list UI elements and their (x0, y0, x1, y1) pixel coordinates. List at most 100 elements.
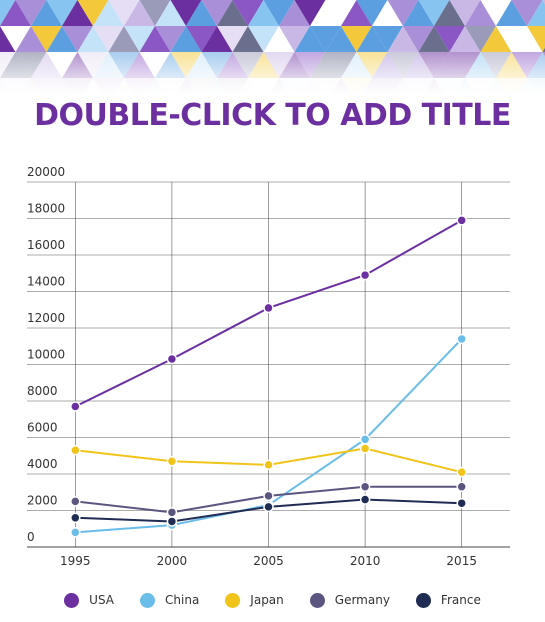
x-tick-label: 2000 (157, 554, 188, 568)
legend-label: China (165, 593, 200, 607)
banner-triangle (139, 26, 171, 52)
banner-triangle (186, 26, 217, 52)
series-japan (70, 443, 467, 478)
banner-triangle (46, 0, 78, 26)
legend-swatch (64, 592, 80, 608)
banner-triangle (372, 26, 403, 52)
legend-label: Japan (250, 593, 284, 607)
banner-triangle (496, 26, 527, 52)
data-point (166, 507, 178, 518)
banner-triangle (511, 26, 543, 52)
banner-triangle (496, 0, 527, 26)
banner-triangle (294, 0, 326, 26)
banner-triangle (0, 0, 31, 26)
banner-triangle (15, 26, 47, 52)
banner-triangle (46, 26, 78, 52)
banner-triangle (279, 26, 310, 52)
x-tick-label: 2015 (446, 554, 477, 568)
banner-triangle (217, 0, 248, 26)
y-tick-label: 10000 (27, 348, 65, 362)
banner-triangle (170, 26, 202, 52)
banner-triangle (62, 0, 93, 26)
y-tick-label: 4000 (27, 457, 58, 471)
data-point (359, 494, 371, 505)
banner-triangle (31, 26, 62, 52)
line-chart: 0 2000 4000 6000 8000 10000 12000 14000 16000 180… (27, 165, 510, 568)
banner-triangle (325, 0, 357, 26)
legend-swatch (140, 592, 156, 608)
y-tick-label: 18000 (27, 202, 65, 216)
banner-triangle (124, 0, 155, 26)
banner-triangle (449, 26, 481, 52)
banner-triangle (62, 26, 93, 52)
banner-triangle (108, 26, 140, 52)
banner-triangle (356, 0, 388, 26)
data-point (263, 459, 274, 471)
legend-item-usa: USA (64, 592, 115, 608)
banner-triangle (155, 0, 186, 26)
banner-fade (0, 50, 545, 95)
banner-triangle (263, 26, 295, 52)
legend-label: France (440, 593, 481, 607)
legend-swatch (415, 592, 431, 608)
data-point (70, 527, 81, 538)
banner-triangle (15, 0, 47, 26)
banner-triangle (511, 0, 543, 26)
chart-legend: USA China Japan Germany France (0, 588, 545, 612)
data-point (359, 443, 371, 454)
banner-triangle (77, 0, 109, 26)
x-tick-label: 2010 (350, 554, 381, 568)
banner-triangle (465, 0, 496, 26)
banner-triangle (542, 0, 545, 5)
y-tick-label: 12000 (27, 311, 65, 325)
banner-triangle (387, 0, 419, 26)
data-point (263, 490, 274, 502)
banner-triangle (480, 26, 512, 52)
banner-triangle (434, 26, 465, 52)
data-point (263, 501, 274, 513)
data-point (456, 466, 467, 478)
data-point (456, 215, 467, 226)
data-point (359, 269, 371, 281)
banner-triangle (108, 0, 140, 26)
banner-triangle (434, 0, 465, 26)
data-point (166, 516, 178, 527)
banner-triangle (372, 0, 403, 26)
banner-triangle (403, 26, 434, 52)
data-point (456, 481, 467, 493)
legend-swatch (309, 592, 325, 608)
banner-triangle (170, 0, 202, 26)
banner-triangle (232, 0, 264, 26)
legend-item-japan: Japan (225, 592, 284, 608)
banner-triangle (418, 26, 450, 52)
banner-triangle (341, 0, 372, 26)
banner-triangle (186, 0, 217, 26)
banner-triangle (31, 0, 62, 26)
chart-title: DOUBLE-CLICK TO ADD TITLE (34, 98, 511, 133)
data-point (166, 455, 178, 467)
y-tick-label: 6000 (27, 421, 58, 435)
banner-triangle (449, 0, 481, 26)
y-tick-label: 2000 (27, 494, 58, 508)
banner-triangle (325, 26, 357, 52)
series-france (70, 494, 467, 527)
legend-item-china: China (140, 592, 200, 608)
legend-label: USA (89, 593, 115, 607)
banner-triangle (248, 0, 279, 26)
banner-triangle (155, 26, 186, 52)
data-point (166, 353, 178, 365)
banner-triangle (77, 26, 109, 52)
banner-triangle (310, 0, 341, 26)
banner-triangle (124, 26, 155, 52)
banner-triangle (279, 0, 310, 26)
data-point (70, 512, 81, 524)
banner-triangle (418, 0, 450, 26)
banner-triangle (93, 0, 124, 26)
banner-triangle (232, 26, 264, 52)
legend-item-france: France (415, 592, 481, 608)
banner-triangle (403, 0, 434, 26)
banner-triangle (139, 0, 171, 26)
banner-triangle (294, 26, 326, 52)
banner-triangle (310, 26, 341, 52)
banner-triangle (201, 26, 233, 52)
